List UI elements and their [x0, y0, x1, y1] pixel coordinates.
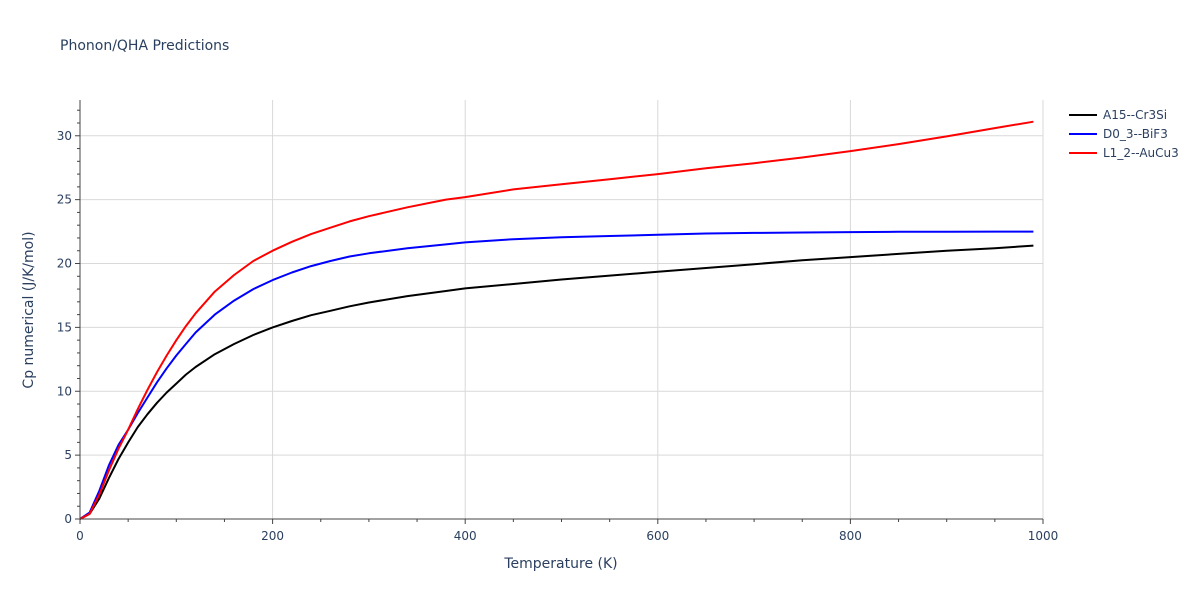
- x-axis-title: Temperature (K): [503, 556, 617, 572]
- x-tick-label: 1000: [1028, 529, 1059, 543]
- legend-item-1[interactable]: A15--Cr3Si: [1069, 108, 1167, 122]
- legend-item-2[interactable]: D0_3--BiF3: [1069, 127, 1168, 141]
- y-axis-ticks: 0 5 10 15 20 25 30: [57, 129, 72, 526]
- series-line-3: [79, 120, 1034, 520]
- grid-lines: [80, 100, 1044, 519]
- series-line-2: [79, 230, 1034, 520]
- y-tick-label: 15: [57, 320, 72, 334]
- x-tick-label: 600: [646, 529, 669, 543]
- y-tick-label: 30: [57, 129, 72, 143]
- x-tick-label: 800: [839, 529, 862, 543]
- plot-area: [79, 120, 1034, 520]
- x-axis-ticks: 0 200 400 600 800 1000: [76, 529, 1058, 543]
- legend-item-3[interactable]: L1_2--AuCu3: [1069, 146, 1179, 160]
- legend-label: A15--Cr3Si: [1103, 108, 1167, 122]
- chart-title: Phonon/QHA Predictions: [60, 38, 229, 54]
- y-axis-title: Cp numerical (J/K/mol): [21, 231, 37, 388]
- y-tick-label: 25: [57, 193, 72, 207]
- y-tick-label: 10: [57, 384, 72, 398]
- x-tick-label: 200: [261, 529, 284, 543]
- x-tick-label: 400: [454, 529, 477, 543]
- legend[interactable]: A15--Cr3Si D0_3--BiF3 L1_2--AuCu3: [1069, 108, 1179, 160]
- series-line-1: [79, 244, 1034, 520]
- x-tick-label: 0: [76, 529, 84, 543]
- legend-label: D0_3--BiF3: [1103, 127, 1168, 141]
- axes: [75, 100, 1044, 524]
- y-tick-label: 5: [64, 448, 72, 462]
- legend-label: L1_2--AuCu3: [1103, 146, 1179, 160]
- y-tick-label: 20: [57, 257, 72, 271]
- y-tick-label: 0: [64, 512, 72, 526]
